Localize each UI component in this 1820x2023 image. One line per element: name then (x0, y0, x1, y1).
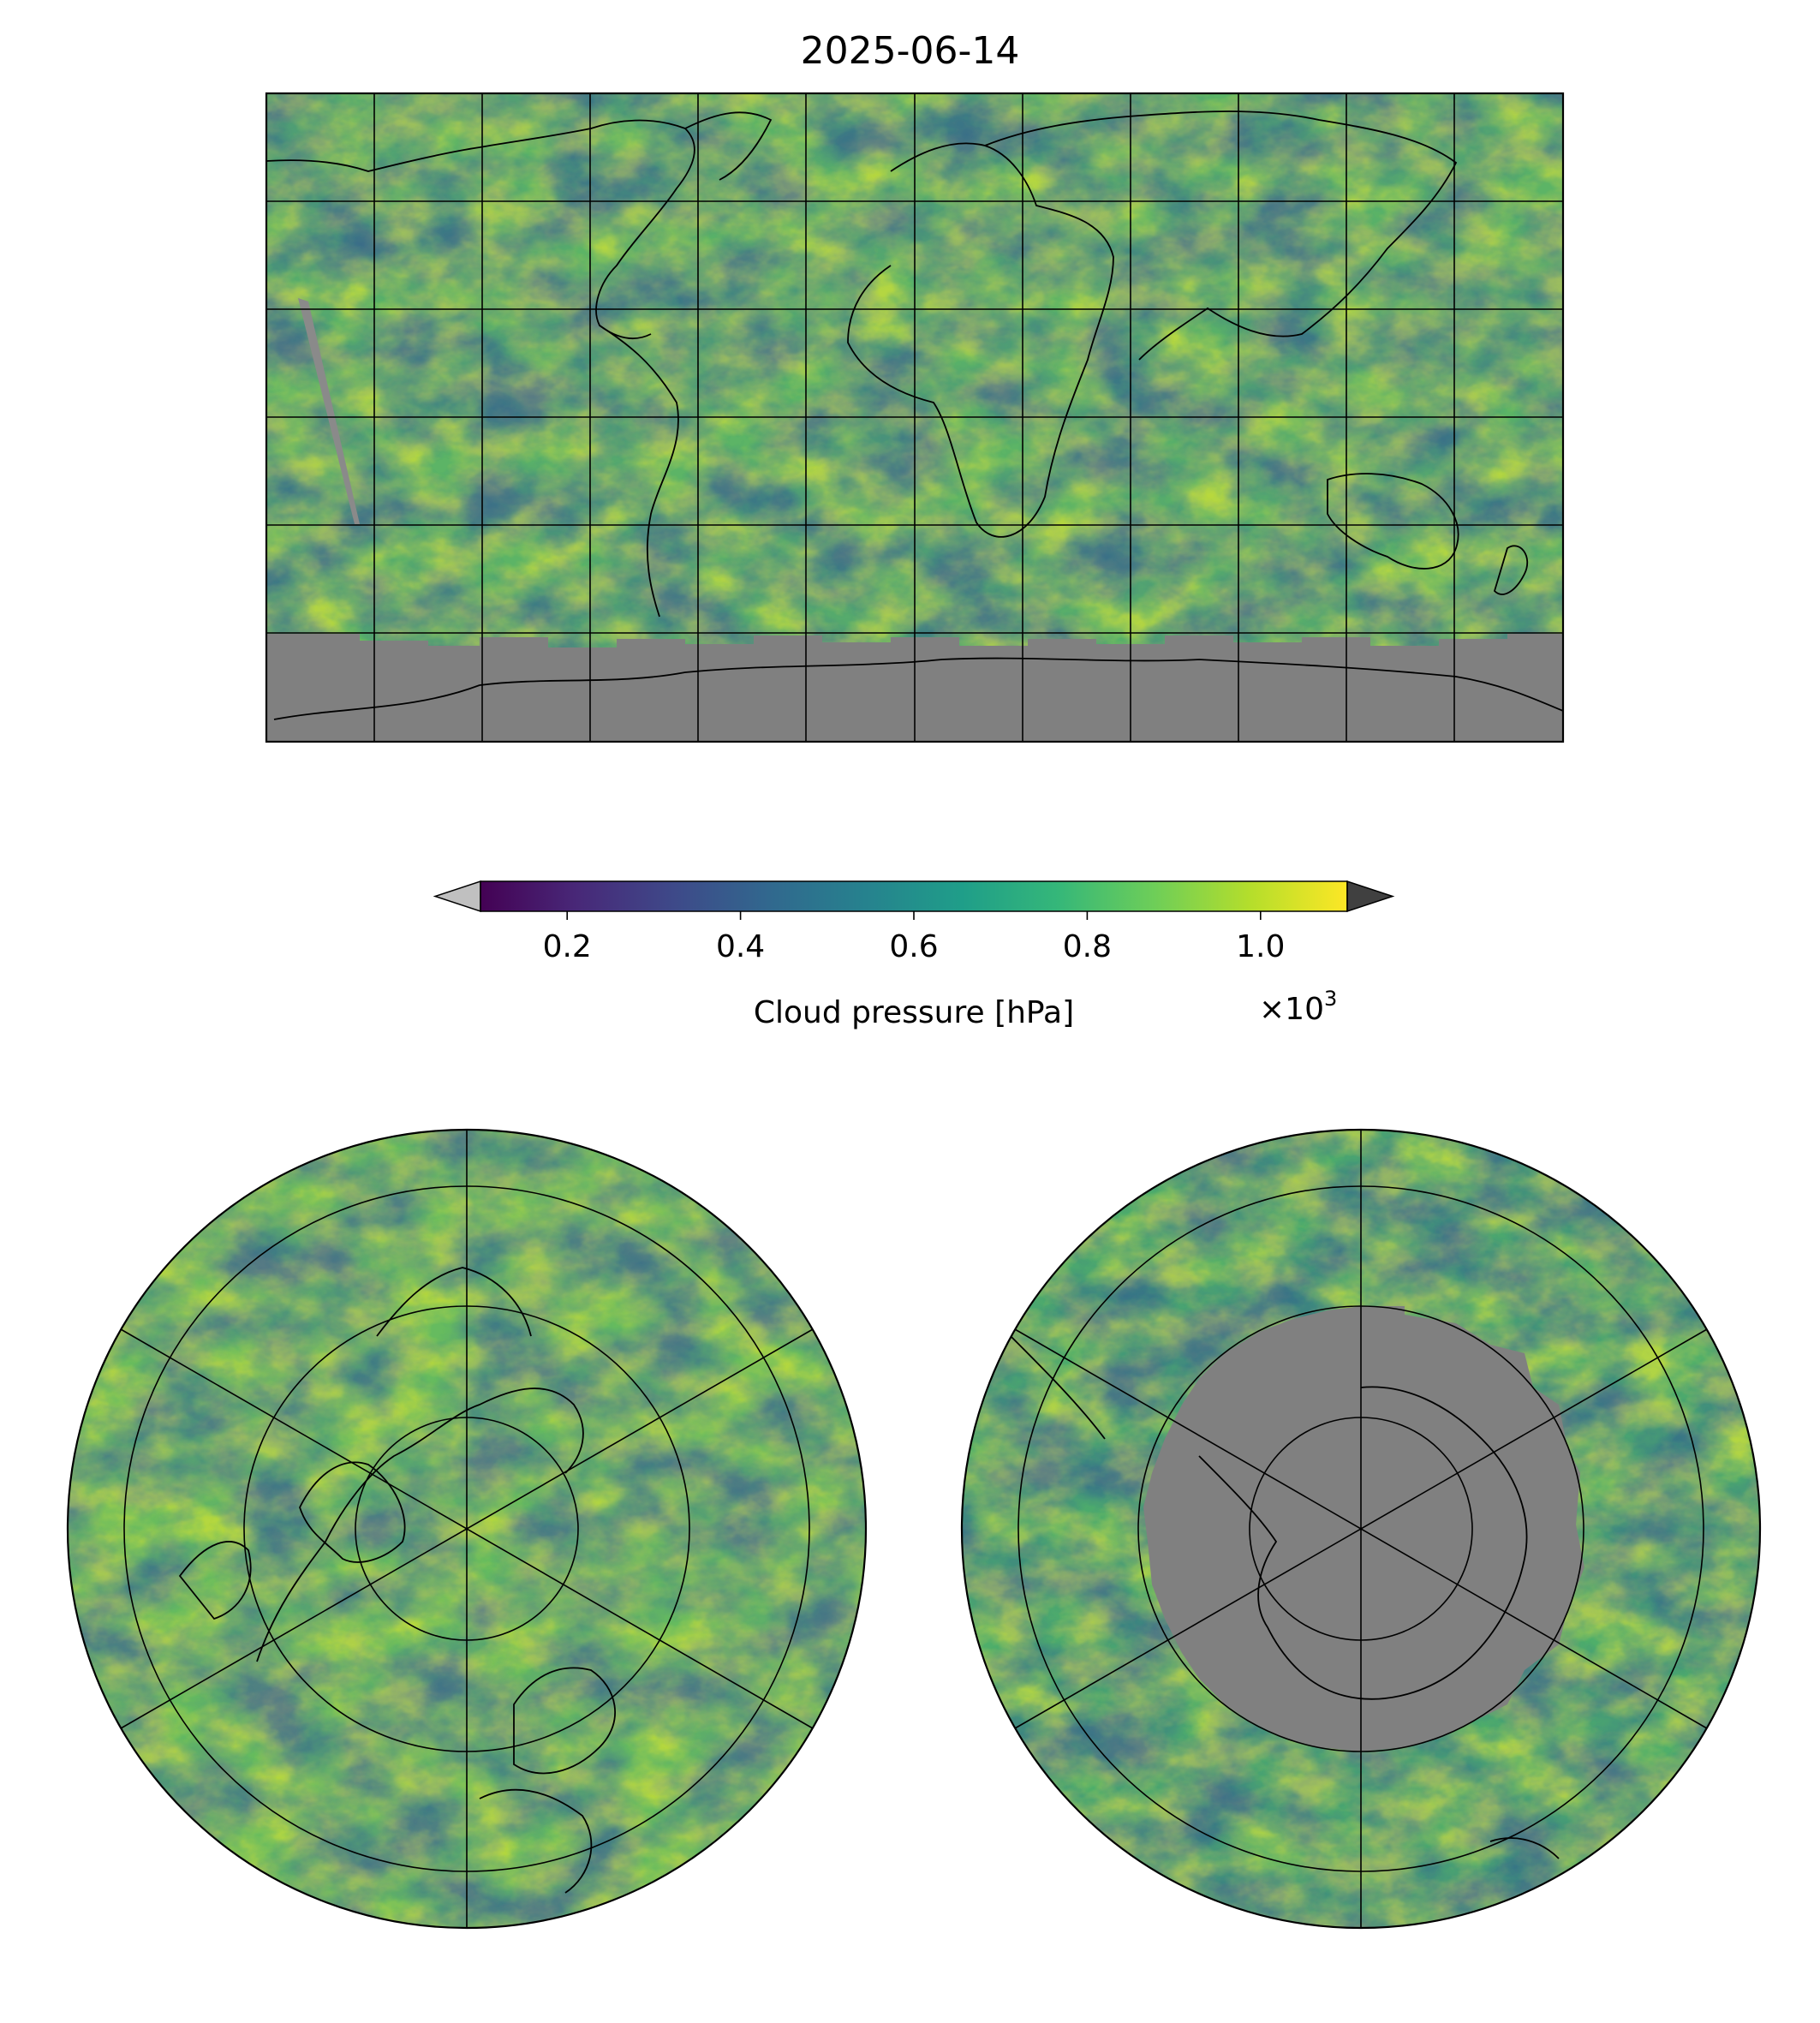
global-coastlines (266, 110, 1563, 720)
colorbar-over-extend (1346, 880, 1395, 913)
colorbar-tick-label: 0.8 (1063, 929, 1112, 964)
colorbar-tick-label: 1.0 (1236, 929, 1285, 964)
global-graticule (266, 93, 1563, 742)
colorbar-gradient (480, 881, 1347, 911)
global-map-frame (265, 92, 1565, 743)
colorbar-under-extend (433, 880, 481, 913)
south-map-frame (960, 1128, 1762, 1930)
south-graticule (1014, 1130, 1708, 1928)
north-graticule (120, 1130, 814, 1928)
south-coastlines (1010, 1335, 1560, 1859)
colorbar-multiplier: ×103 (1259, 987, 1337, 1027)
north-map-frame (66, 1128, 868, 1930)
north-polar-map (66, 1128, 868, 1930)
colorbar: 0.2 0.4 0.6 0.8 1.0 Cloud pressure [hPa] ×10… (433, 880, 1395, 1030)
colorbar-multiplier-exponent: 3 (1324, 987, 1337, 1011)
colorbar-tick-label: 0.2 (543, 929, 592, 964)
colorbar-label: Cloud pressure [hPa] (754, 995, 1074, 1030)
global-map (265, 92, 1565, 743)
global-nodata-swath-gap (298, 298, 360, 524)
south-polar-map (960, 1128, 1762, 1930)
south-nodata-antarctic (1143, 1306, 1584, 1751)
colorbar-tick-label: 0.6 (889, 929, 938, 964)
colorbar-ticks: 0.2 0.4 0.6 0.8 1.0 (543, 911, 1285, 964)
colorbar-multiplier-base: ×10 (1259, 992, 1324, 1027)
north-coastlines (178, 1267, 616, 1894)
colorbar-tick-label: 0.4 (716, 929, 765, 964)
figure-title: 2025-06-14 (800, 29, 1020, 73)
